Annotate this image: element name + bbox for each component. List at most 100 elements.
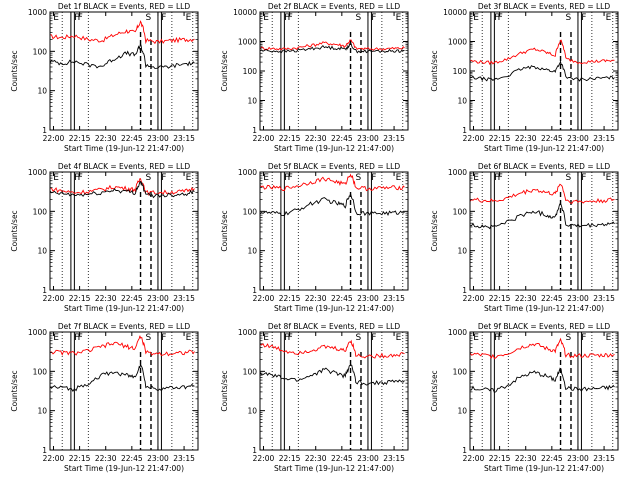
- x-tick-label: 22:00: [43, 134, 65, 143]
- y-tick-label: 1000: [28, 168, 47, 177]
- y-tick-label: 10: [247, 97, 257, 106]
- y-tick-label: 100: [243, 367, 258, 376]
- x-tick-label: 23:15: [593, 454, 615, 463]
- x-tick-label: 22:45: [121, 294, 143, 303]
- x-axis-label: Start Time (19-Jun-12 21:47:00): [484, 144, 604, 153]
- x-tick-label: 23:00: [357, 134, 379, 143]
- marker-letter: F: [498, 173, 503, 183]
- lld-series-line: [50, 20, 195, 45]
- y-tick-label: 1: [42, 286, 47, 295]
- plot-frame: [259, 11, 409, 131]
- x-tick-label: 23:15: [593, 134, 615, 143]
- x-tick-label: 22:15: [69, 134, 91, 143]
- x-tick-label: 23:15: [173, 134, 195, 143]
- marker-letter: S: [566, 13, 572, 23]
- x-tick-label: 22:00: [43, 294, 65, 303]
- x-tick-label: 22:15: [69, 454, 91, 463]
- y-tick-label: 1: [252, 126, 257, 135]
- marker-letter: E: [186, 333, 192, 343]
- plot-frame: [469, 171, 619, 291]
- x-tick-label: 22:15: [279, 454, 301, 463]
- x-tick-label: 22:45: [541, 134, 563, 143]
- y-tick-label: 1000: [238, 328, 257, 337]
- y-tick-label: 10: [247, 407, 257, 416]
- marker-letter: S: [146, 173, 152, 183]
- x-tick-label: 22:45: [121, 134, 143, 143]
- marker-letter: E: [606, 333, 612, 343]
- plot-frame: [259, 171, 409, 291]
- x-tick-label: 23:15: [173, 454, 195, 463]
- marker-letter: E: [53, 173, 59, 183]
- plot-frame: [259, 331, 409, 451]
- marker-letter: F: [498, 333, 503, 343]
- x-tick-label: 22:30: [305, 134, 327, 143]
- y-tick-label: 1000: [28, 328, 47, 337]
- plot-frame: [469, 331, 619, 451]
- plot-frame: [49, 331, 199, 451]
- marker-letter: E: [186, 13, 192, 23]
- y-tick-label: 100: [453, 207, 468, 216]
- marker-letter: F: [494, 173, 499, 183]
- events-series-line: [259, 42, 405, 54]
- x-tick-label: 22:15: [489, 134, 511, 143]
- marker-letter: E: [263, 333, 269, 343]
- marker-letter: F: [581, 333, 586, 343]
- y-tick-label: 10: [457, 247, 467, 256]
- y-tick-label: 1: [42, 126, 47, 135]
- x-tick-label: 23:00: [567, 134, 589, 143]
- marker-letter: F: [288, 173, 293, 183]
- x-tick-label: 22:00: [463, 134, 485, 143]
- marker-letter: F: [371, 13, 376, 23]
- marker-letter: F: [498, 13, 503, 23]
- events-series-line: [469, 203, 615, 230]
- y-axis-label: Counts/sec: [10, 370, 19, 411]
- x-tick-label: 22:00: [43, 454, 65, 463]
- x-tick-label: 23:00: [567, 454, 589, 463]
- x-tick-label: 22:00: [253, 294, 275, 303]
- plot-frame: [469, 11, 619, 131]
- y-tick-label: 1: [252, 446, 257, 455]
- marker-letter: F: [284, 13, 289, 23]
- marker-letter: F: [494, 333, 499, 343]
- marker-letter: E: [606, 173, 612, 183]
- x-axis-label: Start Time (19-Jun-12 21:47:00): [274, 144, 394, 153]
- x-tick-label: 23:00: [147, 134, 169, 143]
- chart-title: Det 9f BLACK = Events, RED = LLD: [478, 322, 611, 331]
- marker-letter: F: [74, 333, 79, 343]
- x-axis-label: Start Time (19-Jun-12 21:47:00): [274, 464, 394, 473]
- marker-letter: F: [581, 13, 586, 23]
- x-tick-label: 22:00: [463, 454, 485, 463]
- marker-letter: F: [581, 173, 586, 183]
- y-tick-label: 1: [42, 446, 47, 455]
- y-tick-label: 1: [462, 286, 467, 295]
- marker-letter: F: [78, 173, 83, 183]
- marker-letter: E: [396, 333, 402, 343]
- lld-series-line: [259, 173, 405, 192]
- marker-letter: E: [53, 333, 59, 343]
- y-tick-label: 100: [243, 67, 258, 76]
- x-tick-label: 23:00: [567, 294, 589, 303]
- y-tick-label: 1: [252, 286, 257, 295]
- marker-letter: S: [356, 13, 362, 23]
- events-series-line: [259, 192, 405, 217]
- marker-letter: S: [356, 173, 362, 183]
- x-tick-label: 22:15: [279, 134, 301, 143]
- y-tick-label: 1: [462, 446, 467, 455]
- marker-letter: F: [74, 13, 79, 23]
- y-tick-label: 10: [37, 87, 47, 96]
- marker-letter: E: [396, 13, 402, 23]
- x-axis-label: Start Time (19-Jun-12 21:47:00): [64, 304, 184, 313]
- chart-title: Det 6f BLACK = Events, RED = LLD: [478, 162, 611, 171]
- marker-letter: E: [396, 173, 402, 183]
- x-tick-label: 23:15: [383, 294, 405, 303]
- x-axis-label: Start Time (19-Jun-12 21:47:00): [484, 464, 604, 473]
- x-tick-label: 23:15: [593, 294, 615, 303]
- x-tick-label: 23:00: [147, 454, 169, 463]
- y-axis-label: Counts/sec: [430, 370, 439, 411]
- x-tick-label: 23:00: [357, 454, 379, 463]
- y-tick-label: 100: [453, 67, 468, 76]
- y-tick-label: 100: [33, 207, 48, 216]
